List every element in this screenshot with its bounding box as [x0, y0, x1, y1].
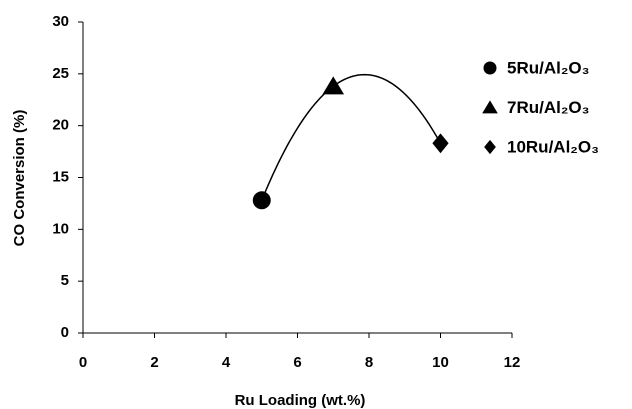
x-tick-label: 0 [79, 354, 87, 371]
legend-text: 7Ru/Al₂O₃ [507, 98, 589, 117]
legend-marker [482, 100, 498, 114]
legend-text: 10Ru/Al₂O₃ [507, 137, 599, 156]
y-tick-label: 30 [52, 13, 69, 30]
x-tick-label: 12 [504, 354, 521, 371]
y-tick-label: 20 [52, 117, 69, 134]
y-tick-label: 5 [61, 272, 69, 289]
x-tick-label: 2 [150, 354, 158, 371]
legend-marker [483, 61, 497, 75]
x-tick-label: 8 [365, 354, 373, 371]
x-tick-label: 6 [293, 354, 301, 371]
y-tick-label: 0 [61, 324, 69, 341]
x-tick-label: 10 [432, 354, 449, 371]
trend-curve [261, 73, 442, 201]
y-tick-label: 25 [52, 65, 69, 82]
marker [432, 133, 449, 154]
legend-text: 5Ru/Al₂O₃ [507, 58, 589, 77]
marker [322, 76, 345, 95]
y-tick-label: 15 [52, 168, 69, 185]
x-tick-label: 4 [222, 354, 231, 371]
legend-marker [484, 139, 496, 155]
y-tick-label: 10 [52, 220, 69, 237]
x-axis-title: Ru Loading (wt.%) [235, 392, 366, 409]
y-axis-title: CO Conversion (%) [11, 110, 28, 247]
marker [252, 191, 271, 210]
